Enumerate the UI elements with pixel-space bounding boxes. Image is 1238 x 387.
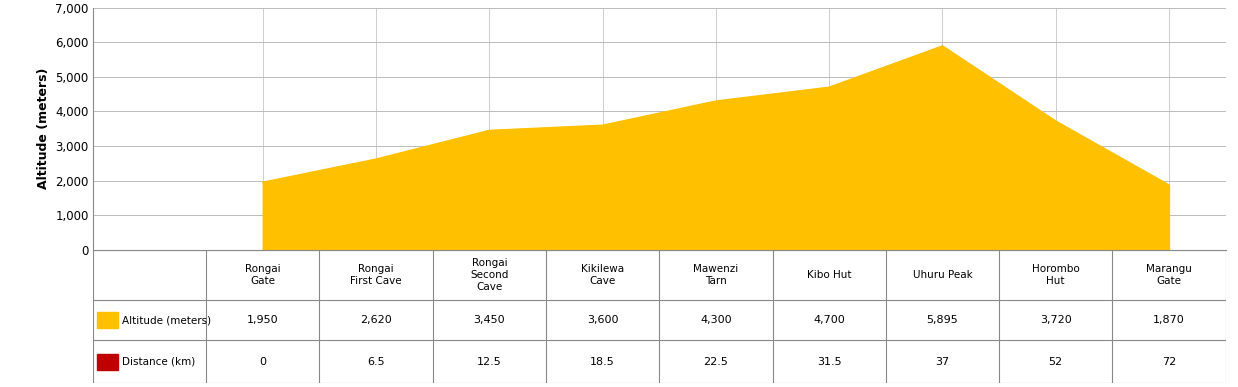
Text: 2,620: 2,620 — [360, 315, 392, 325]
Text: Mawenzi
Tarn: Mawenzi Tarn — [693, 264, 739, 286]
Text: Altitude (meters): Altitude (meters) — [123, 315, 212, 325]
Text: 4,300: 4,300 — [699, 315, 732, 325]
Y-axis label: Altitude (meters): Altitude (meters) — [37, 68, 50, 189]
Text: 3,720: 3,720 — [1040, 315, 1072, 325]
Text: Kikilewa
Cave: Kikilewa Cave — [581, 264, 624, 286]
Text: Distance (km): Distance (km) — [123, 357, 196, 367]
Text: 6.5: 6.5 — [368, 357, 385, 367]
Text: 72: 72 — [1161, 357, 1176, 367]
Text: 52: 52 — [1049, 357, 1062, 367]
Text: Uhuru Peak: Uhuru Peak — [912, 270, 972, 280]
Text: Kibo Hut: Kibo Hut — [807, 270, 852, 280]
Text: 37: 37 — [936, 357, 950, 367]
Text: 3,600: 3,600 — [587, 315, 618, 325]
Text: Horombo
Hut: Horombo Hut — [1031, 264, 1080, 286]
Text: 22.5: 22.5 — [703, 357, 728, 367]
Bar — [98, 354, 118, 370]
Bar — [98, 312, 118, 329]
Text: 3,450: 3,450 — [473, 315, 505, 325]
Text: Rongai
Second
Cave: Rongai Second Cave — [470, 259, 509, 291]
Text: 31.5: 31.5 — [817, 357, 842, 367]
Text: 1,950: 1,950 — [246, 315, 279, 325]
Text: 18.5: 18.5 — [591, 357, 615, 367]
Text: Rongai
First Cave: Rongai First Cave — [350, 264, 402, 286]
Text: 12.5: 12.5 — [477, 357, 501, 367]
Text: 1,870: 1,870 — [1153, 315, 1185, 325]
Text: Rongai
Gate: Rongai Gate — [245, 264, 281, 286]
Text: 0: 0 — [259, 357, 266, 367]
Text: 4,700: 4,700 — [813, 315, 846, 325]
Text: Marangu
Gate: Marangu Gate — [1146, 264, 1192, 286]
Text: 5,895: 5,895 — [926, 315, 958, 325]
